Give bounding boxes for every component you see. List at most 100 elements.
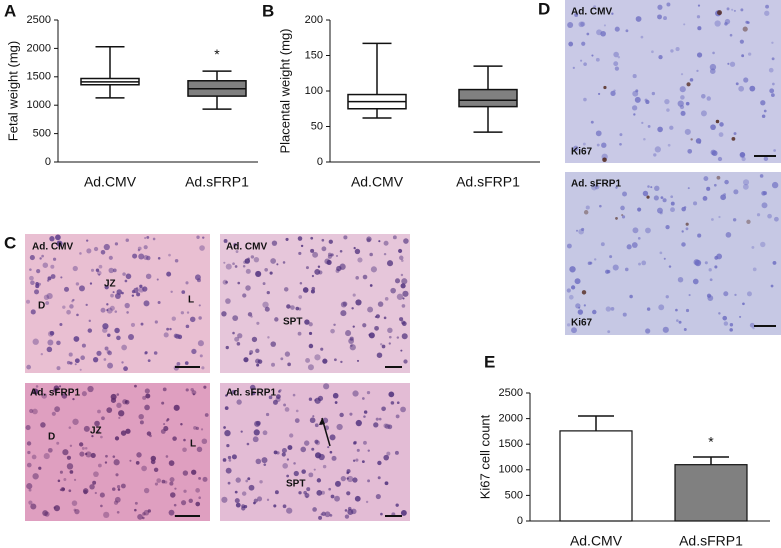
cell (606, 269, 611, 274)
cell (702, 195, 708, 201)
cell (108, 267, 114, 274)
cell (154, 482, 159, 486)
image-stain: Ki67 (571, 318, 593, 329)
cell (105, 454, 108, 458)
cell (255, 458, 262, 465)
cell (124, 302, 130, 309)
cell (379, 343, 383, 346)
cell (698, 141, 701, 144)
cell (668, 265, 672, 268)
cell (390, 401, 395, 405)
cell (645, 227, 651, 234)
cell (344, 514, 350, 519)
cell (59, 470, 63, 474)
cell (665, 295, 669, 299)
cell (63, 478, 67, 481)
cell (156, 278, 159, 281)
cell (223, 239, 228, 243)
cell (72, 397, 75, 401)
cell (312, 415, 315, 418)
cell (56, 441, 60, 445)
cell (574, 278, 581, 285)
cell (100, 435, 103, 439)
cell (264, 267, 268, 272)
cell (377, 476, 381, 480)
cell (583, 97, 587, 102)
cell (321, 246, 327, 252)
cell (683, 206, 687, 209)
cell (594, 258, 597, 261)
cell (103, 511, 110, 519)
cell (739, 152, 746, 159)
cell (54, 406, 61, 413)
cell (601, 142, 607, 148)
cell (667, 143, 671, 147)
cell (29, 408, 34, 414)
cell (113, 459, 120, 466)
cell (64, 286, 70, 292)
cell (646, 195, 650, 199)
bar (674, 464, 748, 522)
x-tick-label: Ad.CMV (84, 174, 137, 190)
cell (134, 384, 137, 388)
cell (93, 471, 99, 478)
cell (657, 4, 663, 10)
cell (194, 274, 201, 281)
cell (56, 340, 61, 346)
cell (741, 54, 745, 58)
cell (281, 452, 286, 457)
cell (684, 128, 691, 135)
cell (146, 235, 150, 239)
cell (169, 327, 172, 331)
cell (383, 423, 389, 429)
cell (270, 341, 277, 347)
cell (281, 447, 287, 454)
cell (247, 477, 251, 481)
cell (308, 331, 313, 336)
cell (74, 509, 80, 515)
cell (79, 368, 82, 371)
cell (322, 464, 327, 469)
cell (696, 52, 703, 58)
cell (738, 85, 745, 92)
x-tick-label: Ad.sFRP1 (679, 533, 743, 548)
cell (89, 484, 95, 490)
cell (271, 362, 275, 367)
cell (256, 363, 260, 367)
cell (718, 132, 724, 137)
cell (183, 438, 186, 442)
cell (232, 315, 239, 322)
cell (290, 305, 295, 310)
cell (723, 193, 727, 196)
cell (81, 343, 86, 348)
cell (729, 323, 734, 327)
cell (193, 425, 197, 430)
cell (129, 459, 132, 462)
cell (706, 186, 711, 191)
cell (96, 350, 102, 356)
cell (144, 388, 150, 394)
cell (173, 404, 180, 411)
cell (664, 98, 670, 105)
cell (743, 77, 749, 83)
cell (184, 361, 189, 365)
cell (241, 491, 247, 496)
cell (387, 424, 393, 430)
cell (396, 336, 400, 339)
cell (27, 450, 31, 455)
cell (106, 309, 109, 312)
cell (294, 418, 300, 423)
cell (282, 463, 289, 469)
cell (73, 336, 80, 342)
cell (43, 294, 50, 300)
cell (660, 196, 664, 200)
y-tick-label: 1500 (499, 438, 523, 450)
cell (624, 267, 629, 272)
cell (326, 259, 332, 266)
image-title: Ad. sFRP1 (226, 388, 276, 399)
cell (761, 202, 768, 209)
cell (344, 509, 348, 512)
cell (41, 392, 48, 399)
cell (133, 287, 139, 294)
cell (566, 288, 571, 293)
